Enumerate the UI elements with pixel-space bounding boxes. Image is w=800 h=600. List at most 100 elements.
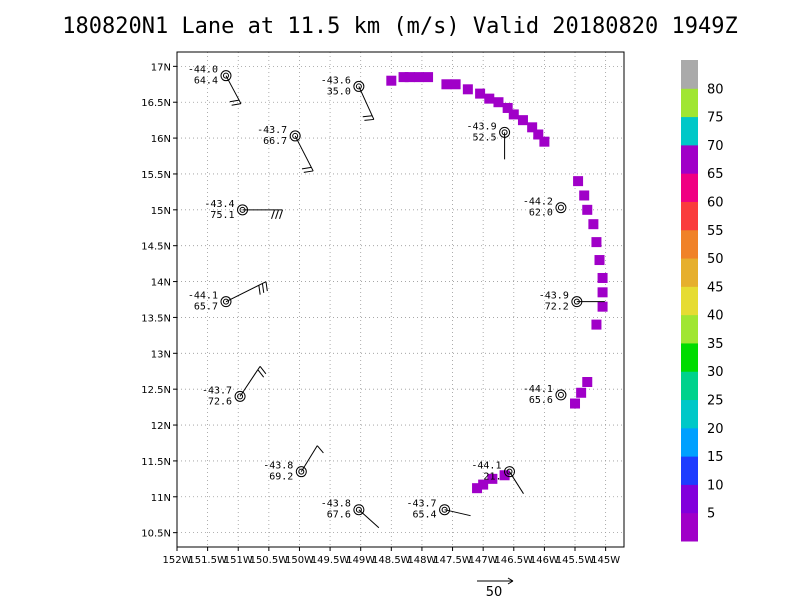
legend-label: 10 — [707, 478, 724, 493]
station-ring-inner — [237, 393, 244, 400]
y-tick-label: 16.5N — [141, 98, 171, 109]
x-tick-label: 147W — [469, 555, 498, 566]
station-ring-outer — [234, 390, 246, 402]
legend-label: 55 — [707, 224, 724, 239]
obs-temperature: -44.1 — [523, 384, 553, 395]
legend-swatch — [681, 399, 698, 429]
station-ring-inner — [355, 83, 362, 90]
wind-cell — [594, 255, 605, 266]
legend-swatch — [681, 144, 698, 174]
observation-point: -43.972.2 — [539, 291, 605, 313]
wind-barb — [258, 285, 261, 295]
y-tick-label: 13N — [151, 349, 171, 360]
obs-temperature: -43.8 — [263, 461, 293, 472]
legend-label: 25 — [707, 394, 724, 409]
obs-pressure: 75.1 — [210, 210, 234, 221]
obs-pressure: 65.7 — [194, 302, 218, 313]
x-tick-label: 147.5W — [433, 555, 472, 566]
legend-swatch — [681, 116, 698, 146]
obs-temperature: -44.1 — [188, 291, 218, 302]
station-ring-inner — [222, 298, 229, 305]
wind-cell — [597, 272, 608, 283]
wind-shaft — [225, 75, 242, 104]
wind-shaft — [444, 509, 471, 517]
wind-cell — [591, 319, 602, 330]
legend-swatch — [681, 258, 698, 287]
y-tick-label: 12N — [151, 421, 171, 432]
wind-cell — [582, 377, 593, 387]
observation-point: -43.766.7 — [257, 125, 314, 173]
wind-shaft — [239, 366, 261, 397]
legend-label: 30 — [707, 365, 724, 380]
y-tick-label: 13.5N — [141, 313, 171, 324]
wind-cell — [404, 72, 415, 83]
x-tick-label: 145.5W — [556, 555, 595, 566]
legend-swatch — [681, 88, 698, 118]
scale-arrow-label: 50 — [486, 585, 503, 600]
y-tick-label: 11.5N — [141, 457, 171, 468]
obs-pressure: 35.0 — [327, 86, 351, 97]
wind-cell — [597, 287, 608, 298]
scale-arrow: 50 — [477, 577, 514, 600]
wind-cell — [573, 176, 584, 187]
wind-barb — [265, 281, 268, 292]
wind-cell — [508, 109, 519, 120]
legend-swatch — [681, 229, 698, 259]
obs-pressure: 67.6 — [327, 510, 351, 521]
wind-cell — [493, 97, 504, 108]
wind-shaft — [358, 509, 380, 529]
obs-temperature: -43.7 — [202, 385, 232, 396]
y-tick-label: 11N — [151, 493, 171, 504]
wind-barb — [261, 283, 265, 293]
observation-point: -44.121. — [471, 461, 524, 494]
wind-cell — [517, 115, 528, 126]
x-tick-label: 146W — [530, 555, 559, 566]
wind-barb — [362, 115, 373, 118]
x-tick-label: 151W — [224, 555, 253, 566]
x-tick-label: 151.5W — [188, 555, 227, 566]
observation-point: -43.475.1 — [204, 199, 283, 221]
x-tick-label: 150W — [285, 555, 314, 566]
obs-pressure: 66.7 — [263, 136, 287, 147]
obs-temperature: -43.6 — [321, 75, 351, 86]
station-ring-outer — [220, 296, 232, 308]
station-ring-outer — [295, 466, 307, 478]
obs-temperature: -44.2 — [523, 197, 553, 208]
observation-point: -44.165.6 — [523, 384, 567, 406]
obs-pressure: 64.4 — [194, 76, 218, 87]
legend-swatch — [681, 371, 698, 401]
wind-cell — [487, 473, 498, 484]
legend-swatch — [681, 484, 698, 514]
legend-label: 35 — [707, 337, 724, 352]
wind-barb — [301, 166, 312, 170]
x-tick-label: 150.5W — [250, 555, 289, 566]
wind-cell — [579, 190, 590, 201]
y-tick-label: 15N — [151, 206, 171, 217]
station-ring-inner — [222, 72, 229, 79]
wind-cell — [576, 387, 587, 398]
wind-barb — [275, 209, 279, 219]
station-ring-outer — [220, 70, 232, 82]
obs-temperature: -44.1 — [471, 461, 501, 472]
axes: 152W151.5W151W150.5W150W149.5W149W148.5W… — [141, 62, 620, 566]
legend-label: 45 — [707, 280, 724, 295]
wind-cell — [450, 79, 461, 90]
wind-cell — [502, 102, 513, 113]
chart-title: 180820N1 Lane at 11.5 km (m/s) Valid 201… — [62, 14, 738, 39]
station-ring-inner — [298, 468, 305, 475]
obs-pressure: 65.6 — [529, 395, 553, 406]
y-tick-label: 17N — [151, 62, 171, 73]
legend-swatch — [681, 201, 698, 231]
wind-shaft — [509, 471, 524, 494]
wind-barb — [303, 170, 314, 173]
station-ring-outer — [555, 389, 567, 401]
observation-point: -43.772.6 — [202, 366, 267, 407]
wind-barb — [316, 445, 324, 454]
wind-cell — [499, 470, 510, 481]
wind-cell — [478, 479, 489, 490]
station-ring-outer — [503, 466, 515, 478]
wind-cell — [423, 72, 434, 83]
x-tick-label: 149W — [346, 555, 375, 566]
observation-point: -43.867.6 — [321, 499, 380, 529]
station-ring-inner — [292, 132, 299, 139]
